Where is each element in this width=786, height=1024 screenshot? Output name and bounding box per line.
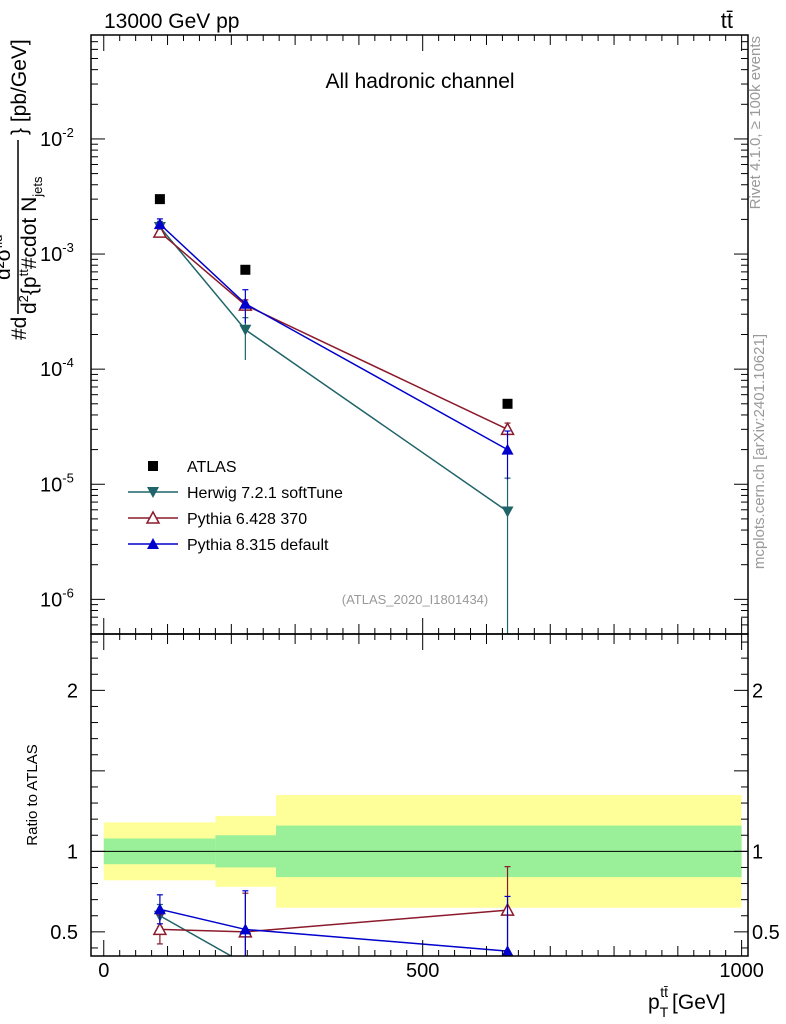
ytick-base: 10 [40,474,62,496]
main-ylabel: #d d2{ptt̄#cdot Njets d²σfid } [pb/GeV] [0,39,45,340]
point-pythia-8-315-default-2 [501,443,514,455]
svg-text:d²σfid: d²σfid [0,235,15,280]
svg-text:} [pb/GeV]: } [pb/GeV] [8,39,31,135]
legend-label-atlas: ATLAS [187,459,237,476]
xlabel-part-b: T [660,1004,669,1020]
legend-label-pythia-8-315-default: Pythia 8.315 default [187,537,329,554]
ytick-exponent: -6 [62,585,74,600]
ylabel-part-i: d²σ [0,248,15,280]
ratio-ytick-label: 0.5 [50,922,78,944]
point-atlas-2 [502,398,513,409]
legend-label-pythia-6-428-370: Pythia 6.428 370 [187,511,307,528]
ylabel-part-g: jets [30,176,45,198]
point-atlas-1 [240,264,251,275]
point-herwig-7-2-1-softtune-1 [239,324,252,336]
svg-text:d2{ptt̄#cdot Njets: d2{ptt̄#cdot Njets [16,176,45,314]
ratio-ylabel: Ratio to ATLAS [24,744,41,845]
ytick-base: 10 [40,129,62,151]
legend-marker-pythia-6-428-370 [145,510,161,524]
main-ytick-label: 10-4 [40,355,74,381]
point-pythia-6-428-370-0 [152,224,168,238]
xlabel-part-c: tt̄ [660,984,668,1000]
main-ytick-label: 10-6 [40,585,74,611]
ratio-ytick-label-right: 0.5 [752,922,780,944]
ratio-point-pythia-8-315-default-1 [239,923,252,935]
ratio-point-pythia-6-428-370-0 [152,921,168,936]
ytick-exponent: -2 [62,125,74,140]
svg-text:#d: #d [8,317,31,340]
ratio-series-layer [152,866,515,999]
ytick-base: 10 [40,589,62,611]
ratio-point-herwig-7-2-1-softtune-2 [502,988,514,999]
ylabel-part-b: d [18,302,41,314]
mcplots-label: mcplots.cern.ch [arXiv:2401.10621] [751,334,768,569]
ylabel-part-e: tt̄ [16,269,31,277]
ratio-line-herwig-7-2-1-softtune [159,915,233,956]
legend-label-herwig-7-2-1-softtune: Herwig 7.2.1 softTune [187,485,343,502]
legend-marker-atlas [148,461,158,471]
ratio-ytick-label-right: 2 [752,680,763,702]
process-label: tt̄ [721,8,733,33]
ytick-exponent: -4 [62,355,74,370]
point-pythia-8-315-default-1 [239,297,252,309]
main-series-layer [152,194,515,634]
ylabel-part-f: #cdot N [18,197,41,269]
ratio-ytick-label: 2 [67,680,78,702]
legend-marker-pythia-8-315-default [147,538,159,549]
xlabel-part-d: [GeV] [672,991,726,1014]
x-axis-label: pTtt̄ [GeV] [648,984,726,1020]
ytick-exponent: -5 [62,470,74,485]
ratio-point-herwig-7-2-1-softtune-1 [239,959,251,970]
main-ytick-label: 10-5 [40,470,74,496]
ytick-base: 10 [40,244,62,266]
main-ytick-label: 10-2 [40,125,74,151]
xlabel-part-a: p [648,991,660,1014]
ratio-point-pythia-8-315-default-0 [153,903,166,915]
x-tick-label: 1000 [719,960,764,982]
analysis-tag: (ATLAS_2020_I1801434) [342,592,488,607]
x-tick-label: 500 [406,960,439,982]
x-tick-label: 0 [98,960,109,982]
line-pythia-8-315-default [159,223,508,451]
ylabel-part-d: {p [18,276,41,295]
plot-title: All hadronic channel [325,70,514,93]
ratio-ytick-label-right: 1 [752,841,763,863]
ratio-frame [90,633,749,957]
ratio-point-pythia-8-315-default-2 [501,945,514,956]
ylabel-part-j: fid [0,235,5,249]
point-herwig-7-2-1-softtune-2 [501,506,514,518]
point-atlas-0 [154,194,165,205]
line-pythia-6-428-370 [159,231,508,431]
ytick-exponent: -3 [62,240,74,255]
ylabel-part-h: } [pb/GeV] [8,39,31,135]
ylabel-part-a: #d [8,317,31,340]
ylabel-part-c: 2 [16,295,31,302]
energy-label: 13000 GeV pp [104,10,239,33]
main-ytick-label: 10-3 [40,240,74,266]
legend-marker-herwig-7-2-1-softtune [147,487,159,498]
ratio-ytick-label: 1 [67,841,78,863]
ytick-base: 10 [40,359,62,381]
point-pythia-8-315-default-0 [153,218,166,230]
rivet-label: Rivet 4.1.0, ≥ 100k events [747,36,764,209]
